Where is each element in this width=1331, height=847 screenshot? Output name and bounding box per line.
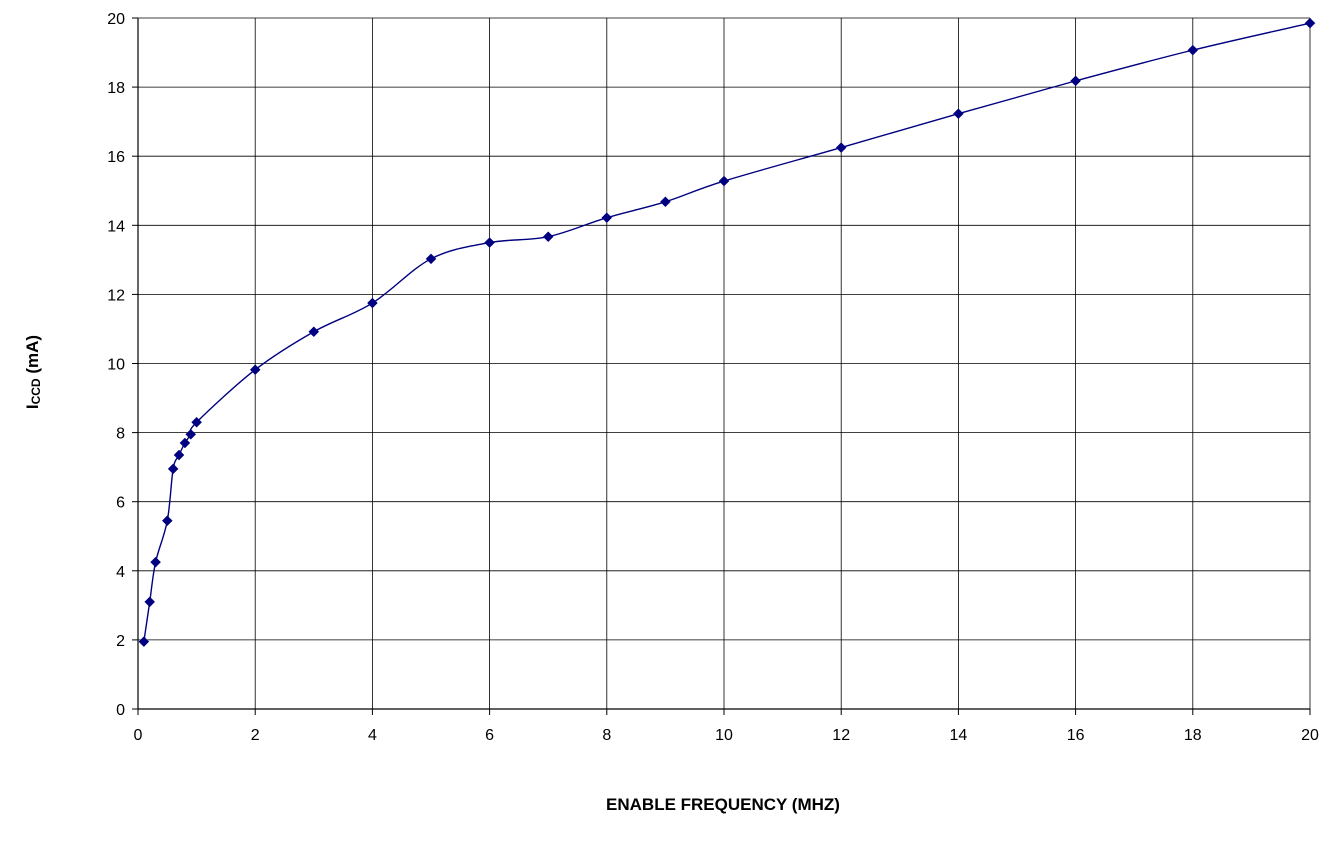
data-point-marker <box>185 428 197 440</box>
data-point-marker <box>144 596 156 608</box>
y-tick-label: 10 <box>107 357 125 374</box>
data-point-marker <box>150 556 161 568</box>
y-tick-label: 8 <box>116 426 125 443</box>
y-tick-label: 6 <box>116 495 125 512</box>
data-point-marker <box>191 416 202 428</box>
x-tick-label: 20 <box>1301 727 1319 744</box>
y-tick-label: 2 <box>116 633 125 650</box>
x-tick-label: 10 <box>715 727 733 744</box>
y-axis-title-subscript: CCD <box>29 378 43 404</box>
y-tick-label: 16 <box>107 149 125 166</box>
data-point-marker <box>161 515 173 527</box>
y-tick-label: 18 <box>107 80 125 97</box>
data-point-marker <box>167 463 179 475</box>
data-point-marker <box>601 212 613 224</box>
x-tick-label: 14 <box>950 727 968 744</box>
x-axis-title: ENABLE FREQUENCY (MHZ) <box>606 795 840 814</box>
data-point-marker <box>542 231 554 243</box>
data-point-marker <box>953 108 964 120</box>
y-axis-title-suffix: (mA) <box>23 335 42 378</box>
x-tick-label: 0 <box>134 727 143 744</box>
x-tick-label: 2 <box>251 727 260 744</box>
y-tick-label: 14 <box>107 218 125 235</box>
x-tick-label: 18 <box>1184 727 1202 744</box>
y-axis-title: ICCD (mA) <box>23 335 43 409</box>
data-point-marker <box>718 175 730 187</box>
x-tick-label: 12 <box>832 727 850 744</box>
y-tick-label: 4 <box>116 564 125 581</box>
x-tick-labels: 0 2 4 6 8 10 12 14 16 18 20 <box>134 727 1319 744</box>
series-line <box>143 22 1311 642</box>
x-tick-label: 16 <box>1067 727 1085 744</box>
data-point-marker <box>308 326 320 338</box>
y-tick-label: 12 <box>107 287 125 304</box>
data-point-marker <box>1070 75 1081 87</box>
x-tick-label: 8 <box>602 727 611 744</box>
series <box>138 17 1316 647</box>
data-point-marker <box>1187 44 1199 56</box>
grid <box>137 17 1311 710</box>
data-point-marker <box>1304 17 1316 29</box>
data-point-marker <box>367 297 378 309</box>
data-point-marker <box>249 364 261 376</box>
data-point-marker <box>173 449 185 461</box>
data-point-marker <box>660 196 671 208</box>
data-point-marker <box>179 437 191 449</box>
y-tick-label: 20 <box>107 11 125 28</box>
y-axis-title-main: I <box>23 404 42 409</box>
y-tick-labels: 0 2 4 6 8 10 12 14 16 18 20 <box>107 11 125 719</box>
data-point-marker <box>835 142 847 153</box>
data-point-marker <box>484 237 495 248</box>
axes <box>132 17 1311 715</box>
x-tick-label: 4 <box>368 727 377 744</box>
data-point-marker <box>138 636 150 647</box>
data-point-marker <box>425 253 437 265</box>
x-tick-label: 6 <box>485 727 494 744</box>
y-tick-label: 0 <box>116 702 125 719</box>
